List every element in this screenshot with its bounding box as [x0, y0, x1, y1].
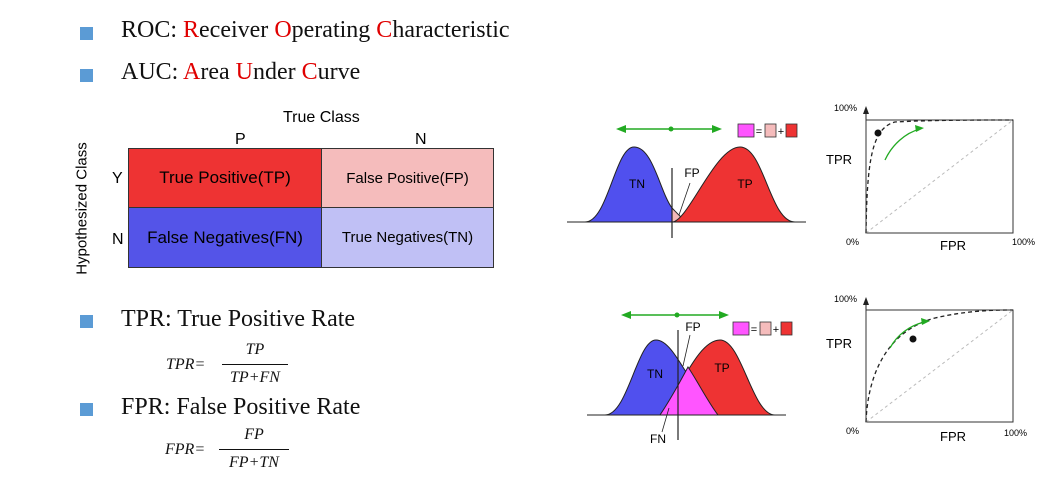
heading-text: nder [253, 59, 302, 85]
roc-x-label: FPR [940, 238, 966, 253]
tpr-formula-denominator: TP+FN [230, 369, 280, 386]
fp-label-bottom: FP [685, 320, 700, 334]
heading-text: haracteristic [392, 17, 510, 43]
fp-pointer-bottom [682, 334, 691, 367]
false-negative-cell: False Negatives(FN) [128, 207, 322, 268]
legend-plus-sign: + [778, 126, 784, 138]
legend-equals-sign: = [751, 324, 757, 336]
acronym-letter: O [274, 17, 292, 43]
roc-plot-top: 100% TPR 0% FPR 100% [826, 103, 1035, 253]
arrowhead-right-icon [712, 125, 722, 133]
roc-frame [865, 309, 1014, 423]
heading-text: perating [291, 17, 377, 43]
true-class-label: True Class [283, 109, 360, 126]
random-diagonal [865, 309, 1014, 423]
tpr-heading: TPR: True Positive Rate [121, 306, 356, 332]
legend-magenta-box [737, 123, 755, 138]
arrowhead-left-icon [616, 125, 626, 133]
roc-frame [865, 119, 1014, 234]
fpr-heading: FPR: False Positive Rate [121, 394, 361, 420]
threshold-marker-dot [668, 126, 674, 132]
positive-distribution-curve [671, 146, 796, 223]
curve-move-arrow [889, 321, 926, 349]
heading-text: eceiver [199, 17, 275, 43]
overlap-region-bottom [659, 366, 720, 416]
fpr-fraction-bar [219, 449, 289, 450]
true-negative-cell: True Negatives(TN) [321, 207, 494, 268]
bullet-marker-1 [80, 27, 93, 40]
random-diagonal [865, 119, 1014, 234]
curve-move-arrow [884, 128, 921, 161]
roc-x-max: 100% [1012, 237, 1035, 247]
arrowhead-left-icon [621, 311, 631, 319]
acronym-letter: C [301, 59, 318, 85]
tpr-formula-lhs: TPR= [166, 356, 206, 373]
roc-heading: ROC: Receiver Operating Characteristic [121, 17, 510, 44]
acronym-letter: A [183, 59, 201, 85]
threshold-marker-dot-bottom [674, 312, 680, 318]
roc-y-label: TPR [826, 152, 852, 167]
row-y-label: Y [112, 170, 123, 187]
tn-label-bottom: TN [647, 367, 663, 381]
legend-pink-box [759, 321, 772, 336]
roc-origin: 0% [846, 237, 859, 247]
y-axis-arrow-icon [863, 297, 869, 305]
legend-equation-top: = + [737, 123, 798, 138]
operating-point [909, 335, 917, 343]
y-axis-arrow-icon [863, 106, 869, 114]
roc-y-max: 100% [834, 294, 857, 304]
acronym-letter: C [376, 17, 393, 43]
fp-pointer-top [678, 182, 691, 216]
legend-equation-bottom: = + [732, 321, 793, 336]
tn-label-top: TN [629, 177, 645, 191]
roc-plot-bottom: 100% TPR 0% FPR 100% [826, 294, 1027, 444]
acronym-letter: U [235, 59, 253, 85]
tp-label-bottom: TP [714, 361, 729, 375]
fpr-formula-lhs: FPR= [165, 441, 206, 458]
distribution-diagram-top: TN FP TP = + [567, 123, 806, 238]
column-n-label: N [415, 131, 427, 148]
roc-origin: 0% [846, 426, 859, 436]
operating-point [874, 129, 882, 137]
legend-pink-box [764, 123, 777, 138]
roc-y-label: TPR [826, 336, 852, 351]
distribution-diagram-bottom: FP TN TP FN = + [587, 311, 793, 446]
bullet-marker-3 [80, 315, 93, 328]
row-n-label: N [112, 231, 124, 248]
roc-curve [865, 119, 1014, 234]
fp-label-top: FP [684, 166, 699, 180]
arrowhead-right-icon [719, 311, 729, 319]
fn-pointer-bottom [661, 407, 670, 433]
roc-curve [865, 309, 1014, 423]
roc-x-label: FPR [940, 429, 966, 444]
roc-x-max: 100% [1004, 428, 1027, 438]
column-p-label: P [235, 131, 246, 148]
bullet-marker-4 [80, 403, 93, 416]
auc-heading: AUC: Area Under Curve [121, 59, 360, 86]
negative-distribution-curve [584, 146, 673, 223]
legend-red-box [785, 123, 798, 138]
roc-y-max: 100% [834, 103, 857, 113]
heading-text: ROC: [121, 17, 184, 43]
tpr-formula-numerator: TP [245, 341, 265, 358]
heading-text: AUC: [121, 59, 184, 85]
tpr-fraction-bar [222, 364, 288, 365]
heading-text: urve [317, 59, 361, 85]
tp-label-top: TP [737, 177, 752, 191]
acronym-letter: R [183, 17, 200, 43]
fpr-formula-denominator: FP+TN [229, 454, 279, 471]
legend-magenta-box [732, 321, 750, 336]
heading-text: rea [200, 59, 236, 85]
curve-arrowhead-icon [921, 318, 930, 325]
fpr-formula-numerator: FP [244, 426, 264, 443]
fn-label-bottom: FN [650, 432, 666, 446]
legend-red-box [780, 321, 793, 336]
bullet-marker-2 [80, 69, 93, 82]
legend-plus-sign: + [773, 324, 779, 336]
curve-arrowhead-icon [915, 125, 924, 132]
legend-equals-sign: = [756, 126, 762, 138]
